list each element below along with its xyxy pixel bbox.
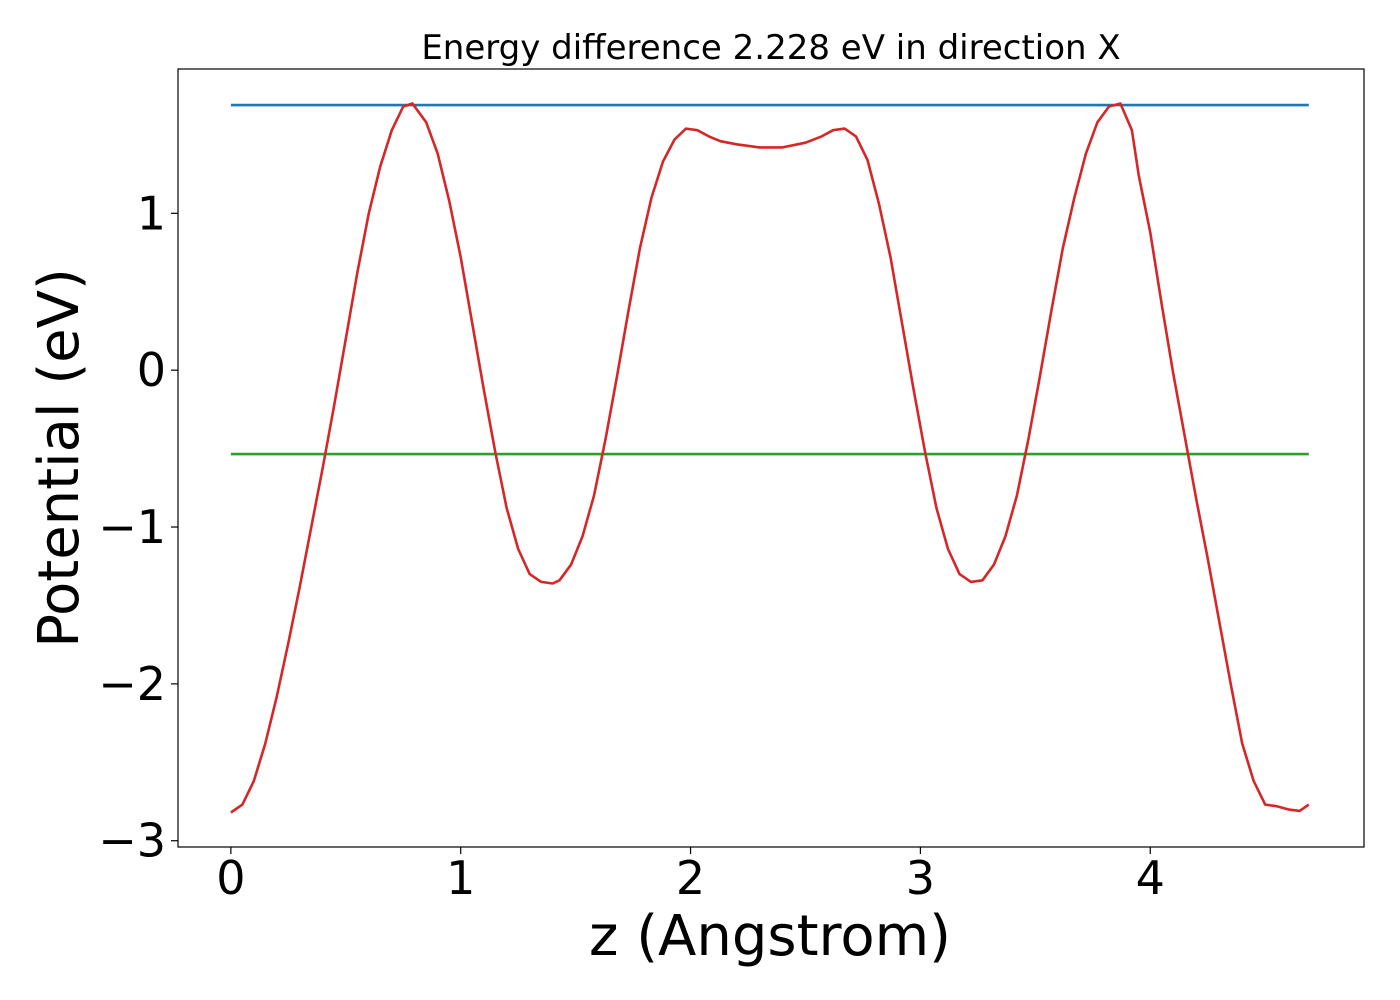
chart-title: Energy difference 2.228 eV in direction …: [421, 28, 1120, 68]
x-tick-label: 4: [1136, 851, 1165, 905]
y-tick-label: −2: [98, 657, 166, 711]
x-tick-label: 0: [216, 851, 245, 905]
y-tick-label: 0: [137, 343, 166, 397]
x-tick-label: 3: [906, 851, 935, 905]
y-axis-label: Potential (eV): [27, 268, 92, 648]
x-tick-label: 2: [676, 851, 705, 905]
y-tick-label: −3: [98, 814, 166, 868]
potential-series-line: [230, 102, 1310, 814]
x-axis-label: z (Angstrom): [589, 904, 951, 969]
x-tick-label: 1: [446, 851, 475, 905]
plot-frame: [177, 68, 1365, 848]
y-tick-label: 1: [137, 186, 166, 240]
y-tick-label: −1: [98, 500, 166, 554]
